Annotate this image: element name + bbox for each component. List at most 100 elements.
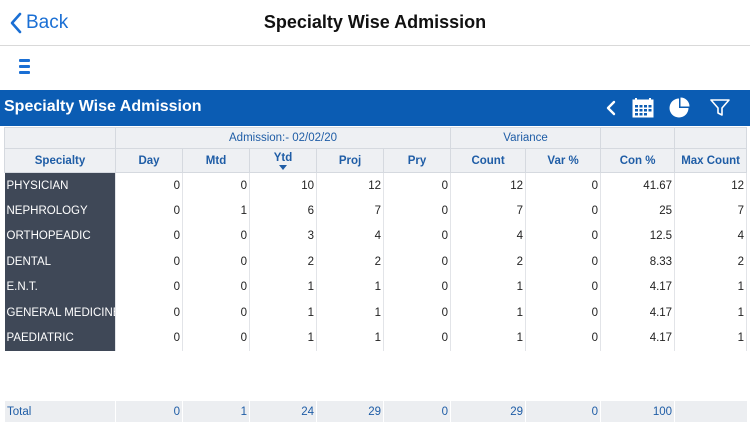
group-empty xyxy=(4,127,116,149)
proj-cell: 1 xyxy=(316,325,384,351)
ytd-cell: 3 xyxy=(249,223,317,249)
con-pct-cell: 4.17 xyxy=(600,300,676,326)
group-empty xyxy=(674,127,748,149)
col-mtd[interactable]: Mtd xyxy=(182,148,250,173)
count-cell: 2 xyxy=(450,249,527,275)
count-cell: 7 xyxy=(450,198,527,224)
var-pct-cell: 0 xyxy=(525,198,602,224)
proj-cell: 1 xyxy=(316,300,384,326)
specialty-cell: DENTAL xyxy=(4,249,116,275)
table-row[interactable]: NEPHROLOGY 0 1 6 7 0 7 0 25 7 xyxy=(4,198,748,224)
specialty-cell: GENERAL MEDICINE xyxy=(4,300,116,326)
page-title: Specialty Wise Admission xyxy=(263,12,487,32)
table-row[interactable]: ORTHOPEADIC 0 0 3 4 0 4 0 12.5 4 xyxy=(4,223,748,249)
report-title: Specialty Wise Admission xyxy=(4,98,202,115)
con-pct-cell: 25 xyxy=(600,198,676,224)
var-pct-cell: 0 xyxy=(525,172,602,198)
var-pct-cell: 0 xyxy=(525,325,602,351)
col-max-count[interactable]: Max Count xyxy=(674,148,748,173)
pry-cell: 0 xyxy=(382,223,452,249)
table-row[interactable]: E.N.T. 0 0 1 1 0 1 0 4.17 1 xyxy=(4,274,748,300)
proj-cell: 2 xyxy=(316,249,384,275)
count-cell: 1 xyxy=(450,300,527,326)
col-proj[interactable]: Proj xyxy=(316,148,384,173)
calendar-icon[interactable] xyxy=(632,97,654,119)
day-cell: 0 xyxy=(115,223,183,249)
col-pry[interactable]: Pry xyxy=(382,148,452,173)
proj-cell: 4 xyxy=(316,223,384,249)
count-cell: 4 xyxy=(450,223,527,249)
col-ytd[interactable]: Ytd xyxy=(249,148,317,173)
col-specialty[interactable]: Specialty xyxy=(4,148,116,173)
pry-cell: 0 xyxy=(382,172,452,198)
specialty-cell: PAEDIATRIC xyxy=(4,325,116,351)
group-empty xyxy=(600,127,676,149)
specialty-cell: ORTHOPEADIC xyxy=(4,223,116,249)
specialty-cell: PHYSICIAN xyxy=(4,172,116,198)
group-variance: Variance xyxy=(450,127,602,149)
total-pry: 0 xyxy=(382,401,451,422)
back-button[interactable]: Back xyxy=(10,10,68,36)
col-day[interactable]: Day xyxy=(115,148,183,173)
con-pct-cell: 4.17 xyxy=(600,325,676,351)
mtd-cell: 0 xyxy=(182,300,250,326)
ytd-cell: 10 xyxy=(249,172,317,198)
table-spacer xyxy=(4,351,747,401)
con-pct-cell: 12.5 xyxy=(600,223,676,249)
pry-cell: 0 xyxy=(382,249,452,275)
max-count-cell: 4 xyxy=(674,223,748,249)
total-proj: 29 xyxy=(316,401,384,422)
total-ytd: 24 xyxy=(249,401,317,422)
count-cell: 12 xyxy=(450,172,527,198)
total-mtd: 1 xyxy=(182,401,250,422)
table-row[interactable]: DENTAL 0 0 2 2 0 2 0 8.33 2 xyxy=(4,249,748,275)
col-con-pct[interactable]: Con % xyxy=(600,148,676,173)
count-cell: 1 xyxy=(450,274,527,300)
pry-cell: 0 xyxy=(382,300,452,326)
specialty-cell: E.N.T. xyxy=(4,274,116,300)
table-row[interactable]: PHYSICIAN 0 0 10 12 0 12 0 41.67 12 xyxy=(4,172,748,198)
day-cell: 0 xyxy=(115,300,183,326)
chevron-left-icon[interactable] xyxy=(600,97,622,119)
table-row[interactable]: GENERAL MEDICINE 0 0 1 1 0 1 0 4.17 1 xyxy=(4,300,748,326)
spacer-cell xyxy=(4,351,747,401)
con-pct-cell: 4.17 xyxy=(600,274,676,300)
table-row[interactable]: PAEDIATRIC 0 0 1 1 0 1 0 4.17 1 xyxy=(4,325,748,351)
proj-cell: 12 xyxy=(316,172,384,198)
mtd-cell: 0 xyxy=(182,249,250,275)
ytd-cell: 1 xyxy=(249,274,317,300)
total-row: Total 0 1 24 29 0 29 0 100 xyxy=(4,401,747,422)
col-count[interactable]: Count xyxy=(450,148,527,173)
navigation-bar: Back Specialty Wise Admission xyxy=(0,0,750,46)
con-pct-cell: 8.33 xyxy=(600,249,676,275)
total-max-count xyxy=(674,401,747,422)
pry-cell: 0 xyxy=(382,198,452,224)
day-cell: 0 xyxy=(115,325,183,351)
pry-cell: 0 xyxy=(382,325,452,351)
filter-icon[interactable] xyxy=(709,97,731,119)
total-con-pct: 100 xyxy=(600,401,675,422)
mtd-cell: 0 xyxy=(182,172,250,198)
day-cell: 0 xyxy=(115,198,183,224)
max-count-cell: 2 xyxy=(674,249,748,275)
max-count-cell: 12 xyxy=(674,172,748,198)
col-ytd-label: Ytd xyxy=(273,151,293,164)
max-count-cell: 1 xyxy=(674,300,748,326)
count-cell: 1 xyxy=(450,325,527,351)
day-cell: 0 xyxy=(115,274,183,300)
col-var-pct[interactable]: Var % xyxy=(525,148,602,173)
ytd-cell: 1 xyxy=(249,325,317,351)
secondary-toolbar xyxy=(0,46,750,90)
specialty-cell: NEPHROLOGY xyxy=(4,198,116,224)
proj-cell: 1 xyxy=(316,274,384,300)
hamburger-menu-icon[interactable] xyxy=(19,59,33,77)
mtd-cell: 1 xyxy=(182,198,250,224)
max-count-cell: 1 xyxy=(674,274,748,300)
pie-chart-icon[interactable] xyxy=(668,97,690,119)
total-day: 0 xyxy=(115,401,183,422)
max-count-cell: 7 xyxy=(674,198,748,224)
chevron-left-icon xyxy=(10,12,22,34)
mtd-cell: 0 xyxy=(182,274,250,300)
proj-cell: 7 xyxy=(316,198,384,224)
admission-table: Admission:- 02/02/20 Variance Specialty … xyxy=(4,127,748,422)
